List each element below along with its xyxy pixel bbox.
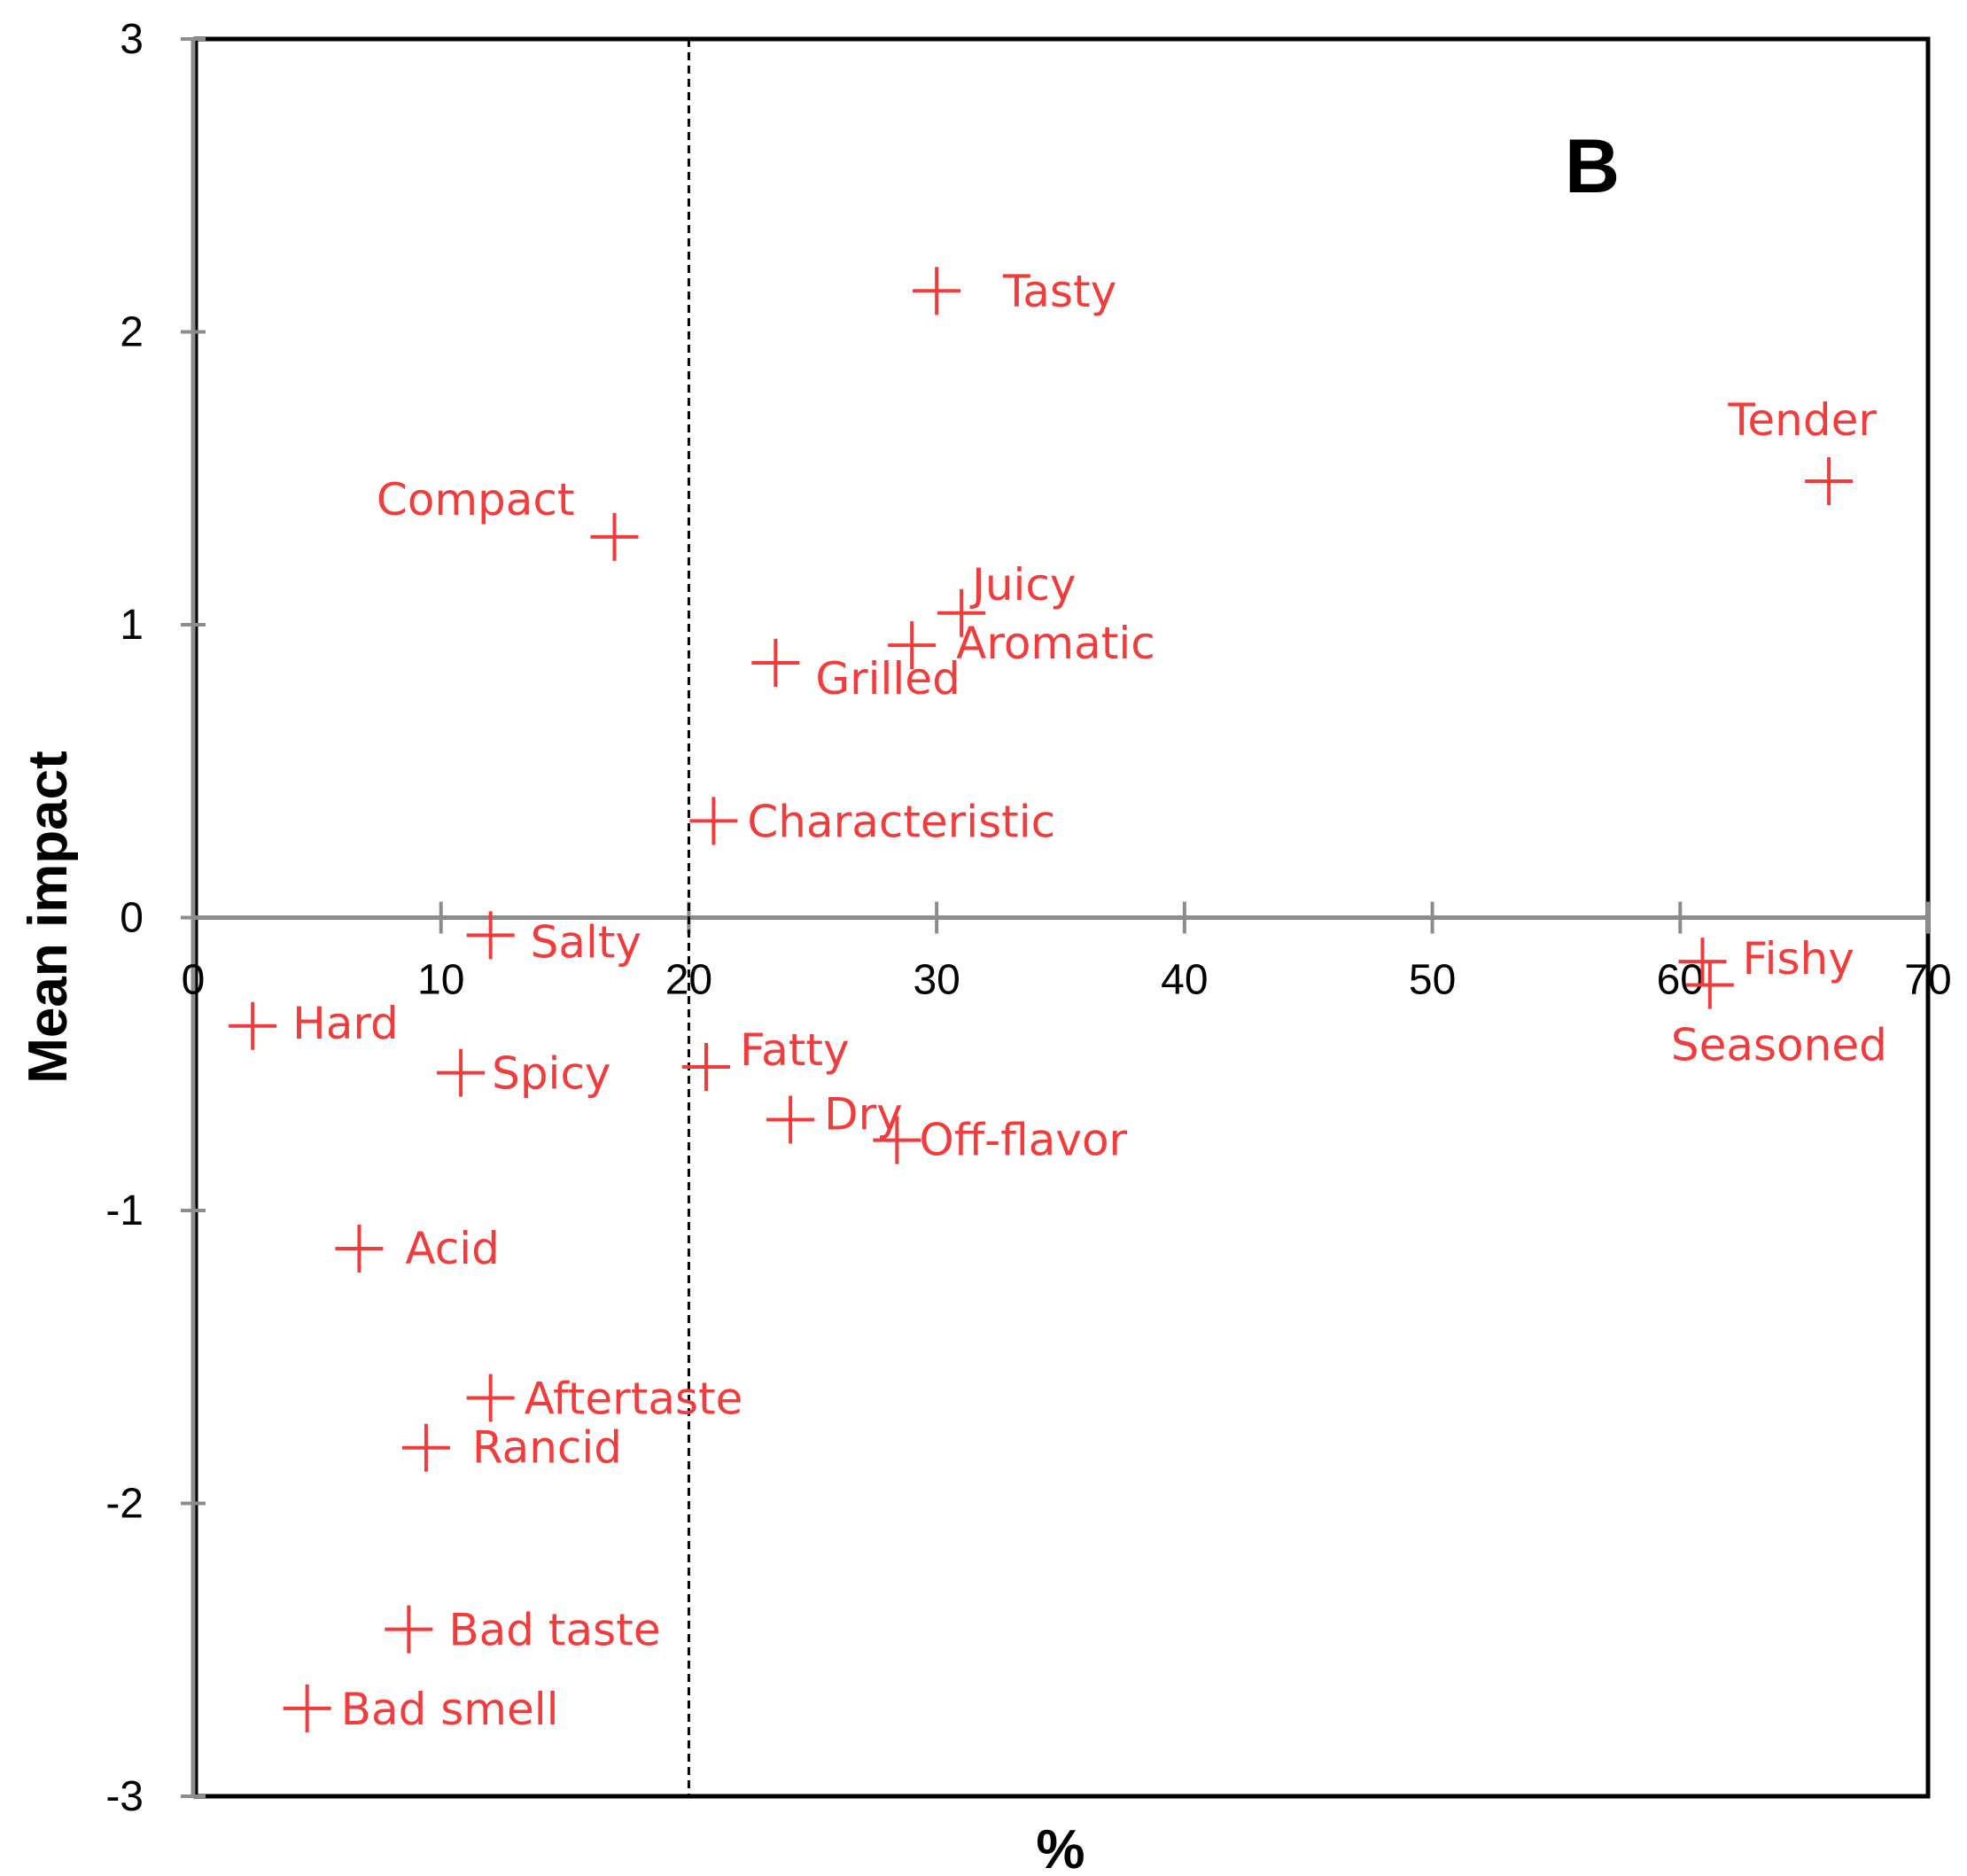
data-point: Tender: [1727, 394, 1877, 506]
point-label: Rancid: [472, 1422, 622, 1474]
data-point: Bad smell: [283, 1684, 559, 1735]
data-point: Spicy: [437, 1048, 611, 1100]
point-label: Grilled: [815, 653, 960, 704]
point-label: Tender: [1727, 394, 1877, 446]
data-point: Grilled: [751, 638, 960, 704]
point-label: Bad smell: [341, 1684, 559, 1735]
data-point: Salty: [466, 911, 641, 968]
point-label: Fishy: [1742, 933, 1854, 985]
y-tick-label: -3: [105, 1773, 144, 1820]
x-tick-label: 40: [1161, 957, 1208, 1004]
point-label: Acid: [405, 1223, 499, 1274]
data-point: Juicy: [937, 559, 1077, 637]
data-point: Fatty: [682, 1024, 850, 1092]
x-tick-label: 50: [1409, 957, 1456, 1004]
point-label: Spicy: [492, 1048, 610, 1100]
point-label: Hard: [292, 998, 399, 1049]
x-tick-label: 60: [1657, 957, 1704, 1004]
data-point: Bad taste: [385, 1605, 661, 1656]
x-tick-label: 10: [417, 957, 464, 1004]
y-tick-label: 0: [120, 895, 144, 942]
data-point: Hard: [229, 998, 399, 1050]
data-point: Seasoned: [1671, 961, 1887, 1071]
point-label: Tasty: [1002, 266, 1116, 317]
point-label: Seasoned: [1671, 1020, 1887, 1071]
y-axis-title: Mean impact: [18, 751, 79, 1084]
y-tick-label: -2: [105, 1481, 144, 1528]
point-label: Characteristic: [747, 796, 1055, 847]
y-tick-label: 2: [120, 309, 144, 356]
x-tick-label: 70: [1904, 957, 1951, 1004]
x-tick-label: 0: [182, 957, 206, 1004]
data-point: Fishy: [1678, 933, 1854, 986]
x-tick-label: 30: [913, 957, 960, 1004]
point-label: Salty: [531, 916, 641, 968]
point-label: Aftertaste: [525, 1374, 743, 1425]
point-label: Fatty: [740, 1024, 850, 1076]
data-point: Rancid: [401, 1422, 622, 1474]
y-tick-label: -1: [105, 1187, 144, 1234]
point-label: Bad taste: [448, 1605, 660, 1656]
point-label: Off-flavor: [919, 1115, 1127, 1166]
data-point: Aromatic: [888, 618, 1155, 670]
point-label: Aromatic: [956, 618, 1155, 669]
data-point: Tasty: [913, 266, 1116, 317]
data-point: Dry: [766, 1089, 903, 1144]
panel-letter: B: [1565, 124, 1620, 209]
data-point: Off-flavor: [873, 1115, 1128, 1166]
point-label: Compact: [377, 474, 575, 525]
data-point: Aftertaste: [466, 1374, 743, 1425]
x-axis-title: %: [1036, 1819, 1085, 1876]
data-point: Characteristic: [689, 796, 1055, 847]
point-label: Dry: [824, 1089, 903, 1140]
x-tick-label: 20: [665, 957, 712, 1004]
data-point: Compact: [377, 474, 639, 561]
point-label: Juicy: [969, 559, 1076, 611]
y-tick-label: 1: [120, 602, 144, 649]
y-tick-label: 3: [120, 16, 144, 63]
data-point: Acid: [335, 1223, 500, 1274]
